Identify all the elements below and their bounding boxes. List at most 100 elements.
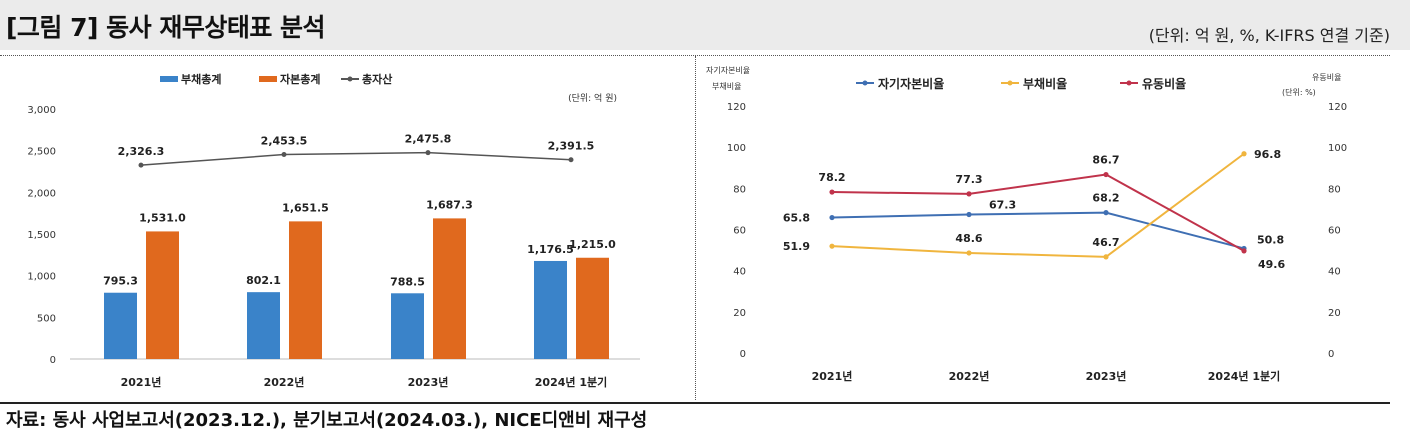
y-tick-label: 1,500	[27, 230, 56, 241]
header-bar: [그림 7] 동사 재무상태표 분석 (단위: 억 원, %, K-IFRS 연…	[0, 0, 1410, 50]
x-tick-label: 2021년	[812, 369, 853, 383]
bottom-rule	[0, 402, 1390, 404]
panel-divider	[695, 56, 696, 400]
y-tick-label-right: 20	[1328, 308, 1341, 319]
data-label-0: 68.2	[1092, 192, 1119, 205]
data-label-1: 46.7	[1092, 236, 1119, 249]
bar-equity	[433, 218, 466, 359]
bar-equity	[576, 257, 609, 359]
legend-label: 부채총계	[181, 72, 221, 86]
line-0	[831, 211, 1245, 250]
point-1	[1103, 254, 1109, 260]
legend-label: 자기자본비율	[878, 76, 944, 91]
y-tick-label-left: 60	[733, 226, 746, 237]
figure-title: [그림 7] 동사 재무상태표 분석	[6, 13, 326, 42]
y-tick-label-right: 80	[1328, 184, 1341, 195]
legend-swatch	[259, 76, 277, 82]
bar-debt	[104, 292, 137, 359]
line-2	[831, 173, 1245, 252]
y-tick-label-right: 0	[1328, 349, 1334, 360]
legend-marker	[347, 76, 353, 82]
x-tick-label: 2023년	[1086, 369, 1127, 383]
y-tick-label-left: 20	[733, 308, 746, 319]
x-tick-label: 2022년	[949, 369, 990, 383]
y-tick-label-left: 100	[727, 143, 746, 154]
data-label-2: 78.2	[818, 171, 845, 184]
y-tick-label: 1,000	[27, 272, 56, 283]
data-label-equity: 1,215.0	[569, 238, 616, 251]
x-tick-label: 2024년 1분기	[535, 375, 607, 389]
x-tick-label: 2024년 1분기	[1208, 369, 1280, 383]
x-tick-label: 2022년	[264, 375, 305, 389]
bar-debt	[391, 293, 424, 359]
legend-label: 유동비율	[1142, 76, 1186, 91]
y-tick-label: 3,000	[27, 105, 56, 116]
line-1	[831, 152, 1245, 258]
left-axis-title: 자기자본비율	[706, 66, 750, 75]
point-1	[829, 243, 835, 249]
right-axis-title: 유동비율	[1312, 73, 1341, 82]
y-tick-label-right: 120	[1328, 102, 1347, 113]
point-2	[966, 191, 972, 197]
data-label-2: 86.7	[1092, 154, 1119, 167]
balance-sheet-chart: 0 500 1,000 1,500 2,000 2,500 3,000 (단위: 억 원) 부채…	[27, 72, 640, 389]
legend-marker	[1126, 80, 1132, 86]
point-2	[1103, 171, 1109, 178]
data-label-1: 96.8	[1254, 148, 1281, 161]
point-2	[1241, 248, 1247, 254]
top-rule	[0, 55, 1390, 56]
y-tick-label: 0	[50, 355, 56, 366]
data-label-2: 49.6	[1258, 258, 1285, 271]
y-tick-label-left: 0	[740, 349, 746, 360]
y-tick-label: 2,000	[27, 188, 56, 199]
unit-label: (단위: %)	[1282, 87, 1316, 97]
unit-note: (단위: 억 원, %, K-IFRS 연결 기준)	[1148, 26, 1390, 45]
point-2	[829, 189, 835, 195]
point-0	[1103, 210, 1109, 216]
legend-label: 자본총계	[280, 72, 320, 86]
y-tick-label-left: 120	[727, 102, 746, 113]
legend-marker	[862, 80, 868, 86]
data-label-equity: 1,651.5	[282, 201, 329, 214]
data-label-total-assets: 2,391.5	[548, 140, 595, 153]
data-label-total-assets: 2,475.8	[405, 133, 452, 146]
y-tick-label: 2,500	[27, 147, 56, 158]
legend-swatch	[160, 76, 178, 82]
y-tick-label: 500	[37, 313, 56, 324]
point-total-assets	[281, 152, 287, 158]
data-label-0: 67.3	[989, 198, 1016, 211]
point-1	[1241, 151, 1247, 157]
bar-debt	[534, 260, 567, 359]
data-label-debt: 802.1	[246, 274, 281, 287]
data-label-debt: 795.3	[103, 275, 138, 288]
y-tick-label-left: 80	[733, 184, 746, 195]
y-tick-label-right: 100	[1328, 143, 1347, 154]
data-label-debt: 1,176.5	[527, 243, 574, 256]
legend-label: 부채비율	[1023, 76, 1067, 91]
point-1	[966, 250, 972, 256]
data-label-0: 65.8	[783, 212, 810, 225]
y-tick-label-right: 60	[1328, 226, 1341, 237]
x-tick-label: 2021년	[121, 375, 162, 389]
data-label-equity: 1,531.0	[139, 211, 186, 224]
y-tick-label-left: 40	[733, 267, 746, 278]
line-total-assets	[140, 151, 572, 166]
legend-marker	[1007, 80, 1013, 86]
point-total-assets	[568, 157, 574, 163]
legend-label: 총자산	[362, 72, 392, 86]
data-label-debt: 788.5	[390, 275, 425, 288]
data-label-total-assets: 2,453.5	[261, 135, 308, 148]
point-total-assets	[138, 162, 144, 168]
left-axis-title: 부채비율	[712, 81, 741, 91]
point-0	[829, 214, 835, 221]
unit-label: (단위: 억 원)	[568, 92, 617, 104]
data-label-equity: 1,687.3	[426, 198, 473, 211]
x-tick-label: 2023년	[408, 375, 449, 389]
point-total-assets	[425, 150, 431, 156]
data-label-total-assets: 2,326.3	[118, 145, 165, 158]
bar-equity	[289, 221, 322, 359]
source-note: 자료: 동사 사업보고서(2023.12.), 분기보고서(2024.03.),…	[6, 410, 648, 431]
data-label-0: 50.8	[1257, 233, 1284, 246]
data-label-1: 48.6	[955, 232, 982, 245]
